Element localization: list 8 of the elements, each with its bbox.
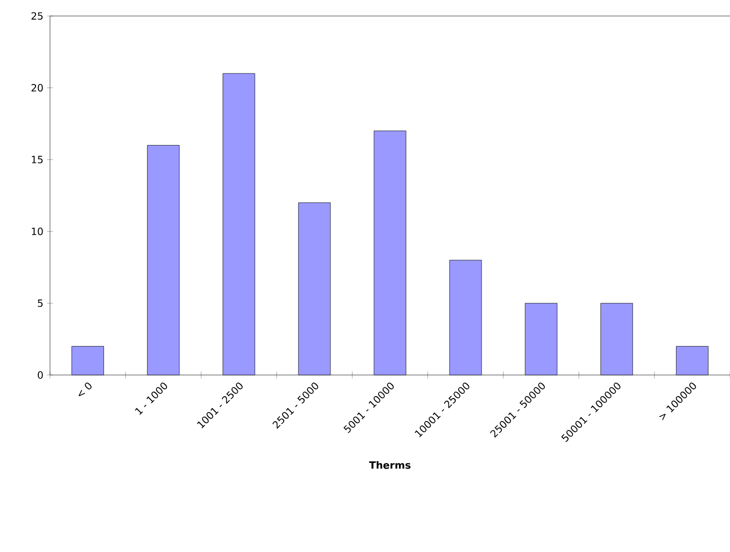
y-tick-label: 25 xyxy=(32,12,43,20)
x-axis-title: Therms xyxy=(369,461,410,469)
y-tick-label: 15 xyxy=(32,156,43,164)
y-tick-label: 0 xyxy=(38,371,43,379)
y-tick-label: 20 xyxy=(32,84,43,92)
y-tick-label: 5 xyxy=(38,299,43,307)
y-tick-label: 10 xyxy=(32,228,43,236)
x-tick-label: < 0 xyxy=(78,382,92,396)
